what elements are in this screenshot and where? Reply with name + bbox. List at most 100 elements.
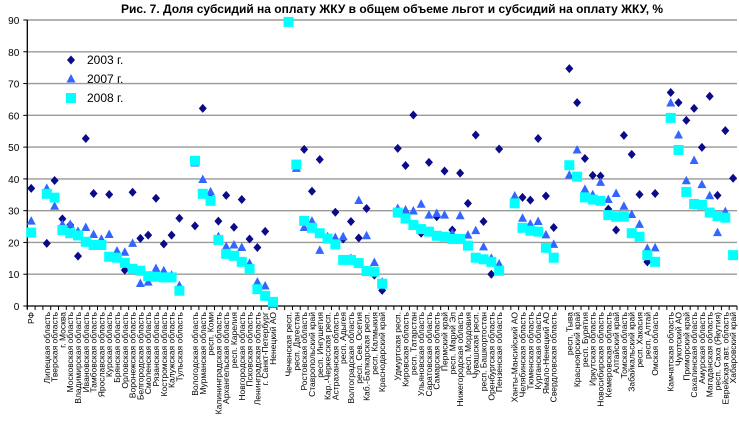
data-point-triangle bbox=[362, 230, 372, 240]
data-point-square bbox=[135, 265, 146, 276]
data-point-square bbox=[283, 16, 294, 27]
data-point-square bbox=[65, 228, 76, 239]
x-tick-label: Ханты-Мансийский АО bbox=[510, 312, 520, 403]
data-point-square bbox=[205, 195, 216, 206]
legend-marker-diamond bbox=[67, 55, 75, 65]
data-point-square bbox=[728, 250, 739, 261]
data-point-diamond bbox=[463, 198, 472, 208]
data-point-diamond bbox=[479, 216, 488, 226]
x-tick-label: Свердловская область bbox=[549, 311, 559, 402]
data-point-triangle bbox=[666, 97, 676, 107]
x-tick-label: респ. Коми bbox=[206, 312, 216, 356]
y-tick-label: 20 bbox=[8, 238, 20, 249]
data-point-square bbox=[486, 256, 497, 267]
x-tick-label: Ставропольский край bbox=[307, 312, 317, 397]
data-point-diamond bbox=[526, 195, 535, 205]
x-tick-label: Ростовская область bbox=[299, 311, 309, 390]
x-tick-label: Костромская область bbox=[159, 311, 169, 396]
data-point-square bbox=[665, 112, 676, 123]
data-point-triangle bbox=[635, 219, 645, 228]
data-point-square bbox=[291, 159, 302, 170]
x-tick-label: Чеченская респ. bbox=[284, 312, 294, 376]
data-point-square bbox=[517, 222, 528, 233]
data-point-triangle bbox=[50, 201, 60, 210]
data-point-diamond bbox=[128, 187, 137, 197]
data-point-triangle bbox=[463, 230, 473, 239]
x-tick-label: Астраханская область bbox=[330, 311, 340, 400]
x-tick-label: Рязанская область bbox=[151, 311, 161, 386]
data-point-triangle bbox=[135, 278, 145, 287]
data-point-square bbox=[439, 231, 450, 242]
data-point-square bbox=[369, 266, 380, 277]
x-tick-label: Приморский край bbox=[681, 312, 691, 381]
x-tick-label: Орловская область bbox=[120, 311, 130, 388]
data-point-diamond bbox=[651, 189, 660, 199]
data-point-triangle bbox=[494, 259, 504, 268]
data-point-triangle bbox=[541, 229, 551, 239]
x-tick-label: Мурманская область bbox=[198, 311, 208, 394]
data-point-triangle bbox=[455, 210, 465, 220]
x-tick-label: Челябинская область bbox=[518, 311, 528, 397]
x-tick-label: Сахалинская область bbox=[689, 311, 699, 397]
data-point-triangle bbox=[338, 231, 348, 241]
data-point-diamond bbox=[50, 175, 59, 185]
data-point-square bbox=[431, 230, 442, 241]
x-tick-label: Хабаровский край bbox=[728, 312, 738, 384]
data-point-square bbox=[26, 227, 37, 238]
data-point-triangle bbox=[104, 229, 114, 238]
x-tick-label: Курская область bbox=[104, 311, 114, 377]
data-point-square bbox=[41, 188, 52, 199]
data-point-diamond bbox=[105, 189, 114, 199]
data-point-diamond bbox=[58, 214, 67, 224]
x-tick-label: Удмуртская респ. bbox=[393, 312, 403, 381]
data-point-square bbox=[213, 234, 224, 245]
x-tick-label: РФ bbox=[26, 312, 36, 324]
data-point-triangle bbox=[315, 245, 325, 254]
data-point-square bbox=[244, 264, 255, 275]
data-point-triangle bbox=[307, 216, 317, 225]
x-tick-label: Ярославская область bbox=[96, 311, 106, 397]
data-point-square bbox=[611, 211, 622, 222]
chart-title: Рис. 7. Доля субсидий на оплату ЖКУ в об… bbox=[121, 2, 663, 16]
data-point-square bbox=[150, 271, 161, 282]
data-point-square bbox=[494, 265, 505, 276]
data-point-diamond bbox=[393, 143, 402, 153]
data-point-triangle bbox=[369, 257, 379, 266]
x-tick-label: респ. Хакасия bbox=[635, 312, 645, 368]
data-point-square bbox=[57, 225, 68, 236]
data-point-square bbox=[260, 290, 271, 301]
data-point-diamond bbox=[73, 251, 82, 261]
data-point-triangle bbox=[705, 190, 715, 200]
data-point-diamond bbox=[198, 103, 207, 113]
x-tick-label: Курганская область bbox=[533, 311, 543, 389]
data-point-triangle bbox=[510, 191, 520, 200]
data-point-diamond bbox=[81, 134, 90, 144]
legend: 2003 г. 2007 г. 2008 г. bbox=[66, 53, 123, 105]
x-tick-label: Московская область bbox=[65, 311, 75, 392]
x-tick-label: Новосибирская область bbox=[596, 311, 606, 406]
y-tick-label: 10 bbox=[8, 270, 20, 281]
data-point-triangle bbox=[143, 277, 153, 286]
data-point-triangle bbox=[424, 210, 434, 219]
data-point-triangle bbox=[128, 238, 138, 247]
data-point-diamond bbox=[440, 166, 449, 176]
data-point-square bbox=[361, 266, 372, 277]
data-point-square bbox=[447, 233, 458, 244]
data-point-diamond bbox=[354, 233, 363, 243]
data-point-square bbox=[299, 215, 310, 226]
data-point-diamond bbox=[471, 130, 480, 140]
data-point-square bbox=[330, 239, 341, 250]
legend-marker-square bbox=[66, 93, 76, 103]
data-point-square bbox=[416, 224, 427, 235]
data-point-triangle bbox=[221, 241, 231, 251]
data-point-diamond bbox=[619, 130, 628, 140]
data-point-diamond bbox=[713, 190, 722, 200]
data-point-triangle bbox=[120, 247, 130, 256]
data-point-square bbox=[322, 233, 333, 244]
data-point-square bbox=[470, 252, 481, 263]
x-tick-label: Кировская область bbox=[401, 311, 411, 386]
x-tick-label: Самарская область bbox=[432, 311, 442, 389]
data-point-triangle bbox=[627, 209, 637, 218]
